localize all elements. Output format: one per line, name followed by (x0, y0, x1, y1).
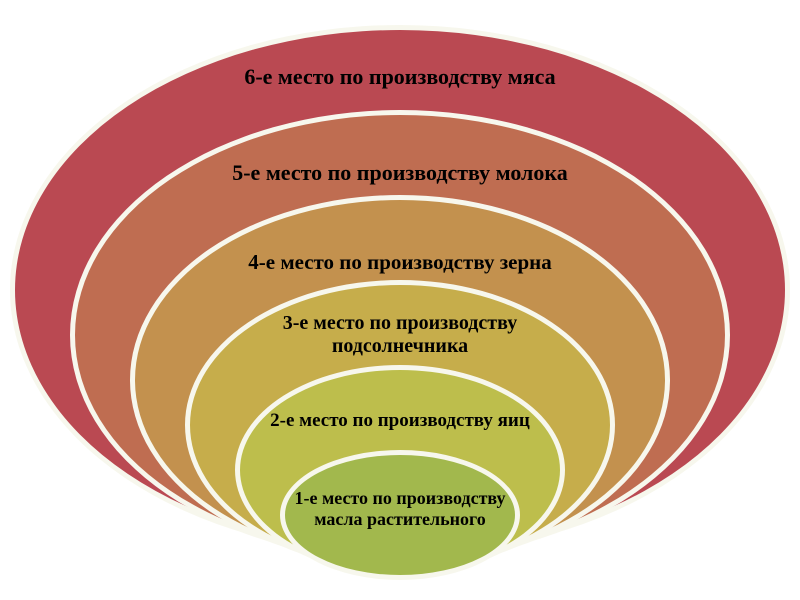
ellipse-label-6: 6-е место по производству мяса (150, 64, 650, 89)
label-line-1: 1-е место по производству (150, 488, 650, 509)
ellipse-label-1: 1-е место по производствумасла раститель… (150, 488, 650, 529)
ellipse-label-4: 4-е место по производству зерна (150, 250, 650, 274)
label-line-2: масла растительного (150, 509, 650, 530)
label-line-1: 3-е место по производству (150, 312, 650, 335)
stacked-ellipse-diagram: 6-е место по производству мяса 5-е место … (0, 0, 800, 600)
ellipse-label-2: 2-е место по производству яиц (150, 410, 650, 432)
ellipse-label-3: 3-е место по производствуподсолнечника (150, 312, 650, 358)
label-line-2: подсолнечника (150, 335, 650, 358)
ellipse-label-5: 5-е место по производству молока (150, 160, 650, 185)
